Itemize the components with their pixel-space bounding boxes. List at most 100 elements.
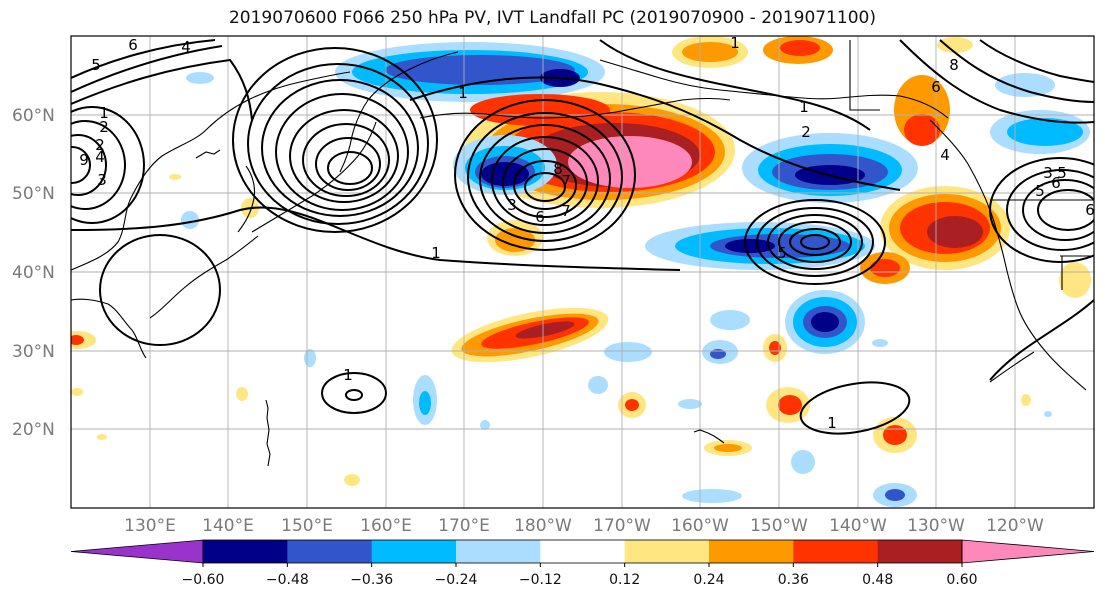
contour-label: 2	[801, 123, 811, 141]
pv-shade-patch	[870, 259, 900, 277]
contour-group-west-pacific	[71, 39, 681, 271]
pv-shade-patch	[937, 37, 973, 53]
pv-contour-line	[467, 112, 623, 242]
pv-contour-line	[800, 234, 830, 250]
lon-label-180w: 180°W	[514, 516, 572, 536]
pv-shade-patch	[625, 399, 639, 411]
colorbar-segment	[877, 540, 963, 563]
border-alaska-canada	[849, 40, 880, 111]
pv-shade-patch	[169, 174, 181, 180]
pv-shade-patch	[791, 450, 815, 474]
contour-label: 7	[561, 172, 571, 190]
pv-shade-patch	[1007, 118, 1083, 146]
pv-anomaly-negative-subtropical	[785, 290, 865, 354]
pv-contour-line	[71, 134, 107, 196]
contour-label: 5	[91, 56, 101, 74]
pv-shade-patch	[714, 444, 742, 452]
colorbar-tick-label: 0.36	[778, 572, 809, 588]
colorbar-tick-label: −0.24	[435, 572, 478, 588]
pv-contour-line	[899, 39, 1094, 124]
pv-contour-line	[979, 39, 1094, 83]
contour-label: 6	[1051, 174, 1061, 192]
pv-shade-patch	[71, 335, 84, 345]
pv-contour-line	[275, 93, 409, 211]
map-frame	[70, 35, 1095, 509]
pv-shade-patch	[769, 341, 781, 355]
lon-label-130w: 130°W	[907, 516, 965, 536]
coast-mariana-islands	[265, 399, 271, 467]
lon-label-140e: 140°E	[202, 516, 254, 536]
colorbar-segment	[203, 540, 288, 563]
pv-contour-line	[71, 39, 216, 79]
coast-asia-east	[71, 71, 351, 271]
pv-shade-patch	[883, 425, 907, 445]
pv-shade-patch	[904, 114, 940, 146]
pv-contour-line	[327, 151, 373, 185]
colorbar-tick-label: −0.60	[182, 572, 225, 588]
contour-label: 3	[1043, 164, 1053, 182]
pv-contour-line	[71, 206, 681, 271]
pv-contour-line	[71, 146, 91, 184]
colorbar-segment	[456, 540, 541, 563]
lon-label-170w: 170°W	[593, 516, 651, 536]
contour-label: 5	[777, 244, 787, 262]
colorbar-tick-label: 0.48	[862, 572, 893, 588]
pv-contour-line	[744, 199, 886, 285]
colorbar-frame	[202, 539, 963, 564]
pv-contour-line	[989, 299, 1094, 381]
pv-contour-line	[1006, 169, 1094, 251]
pv-contour-line	[409, 76, 901, 191]
contour-label: 6	[931, 78, 941, 96]
pv-contour-line	[1037, 189, 1094, 231]
contour-group-east-edge	[899, 39, 1094, 381]
contour-label: 8	[949, 56, 959, 74]
pv-shading	[71, 36, 1091, 507]
pv-contour-line	[454, 99, 636, 251]
pv-contour-line	[989, 157, 1094, 263]
pv-contour-line	[232, 47, 438, 233]
pv-shade-patch	[710, 310, 750, 330]
pv-shade-patch	[495, 228, 535, 252]
contour-group-northeast-low	[744, 199, 886, 285]
pv-contour-line	[315, 137, 381, 191]
contour-label: 1	[343, 366, 353, 384]
pv-shade-patch	[97, 434, 107, 440]
contour-label: 2	[99, 118, 109, 136]
pv-contour-line	[778, 221, 852, 263]
colorbar-tick-label: −0.12	[519, 572, 562, 588]
contour-label: 4	[940, 146, 950, 164]
pv-shade-patch	[588, 376, 608, 394]
pv-contour-line	[302, 123, 390, 197]
contour-label: 1	[799, 98, 809, 116]
contour-label: 7	[561, 202, 571, 220]
pv-contour-line	[71, 106, 145, 224]
colorbar-tick-label: 0.24	[693, 572, 724, 588]
lon-label-140w: 140°W	[829, 516, 887, 536]
colorbar: −0.60 −0.48 −0.36 −0.24 −0.12 0.12 0.24 0.36 0.4…	[70, 539, 1095, 588]
contour-group-dateline-low	[409, 39, 901, 251]
contour-label: 8	[553, 160, 563, 178]
colorbar-tick-label: −0.36	[350, 572, 393, 588]
contour-label: 1	[458, 84, 468, 102]
contour-label: 2	[95, 136, 105, 154]
lat-label-20n: 20°N	[12, 420, 55, 440]
pv-contour-line	[502, 148, 588, 218]
contour-group-far-west	[71, 106, 145, 224]
lat-label-50n: 50°N	[12, 184, 55, 204]
colorbar-segment	[287, 540, 373, 563]
contour-label: 6	[1085, 201, 1095, 219]
lon-label-150e: 150°E	[281, 516, 333, 536]
map-area	[71, 36, 1094, 508]
pv-shade-patch	[927, 216, 983, 248]
coast-hokkaido-sakhalin	[237, 165, 256, 233]
contour-label: 3	[507, 196, 517, 214]
colorbar-tick-label: 0.12	[609, 572, 640, 588]
pv-shade-patch	[419, 391, 431, 415]
contour-small-1	[321, 372, 387, 414]
pv-contour-line	[524, 172, 566, 202]
contour-small-3	[799, 381, 911, 435]
contour-label: 5	[1057, 164, 1067, 182]
pv-shade-patch	[710, 349, 726, 359]
